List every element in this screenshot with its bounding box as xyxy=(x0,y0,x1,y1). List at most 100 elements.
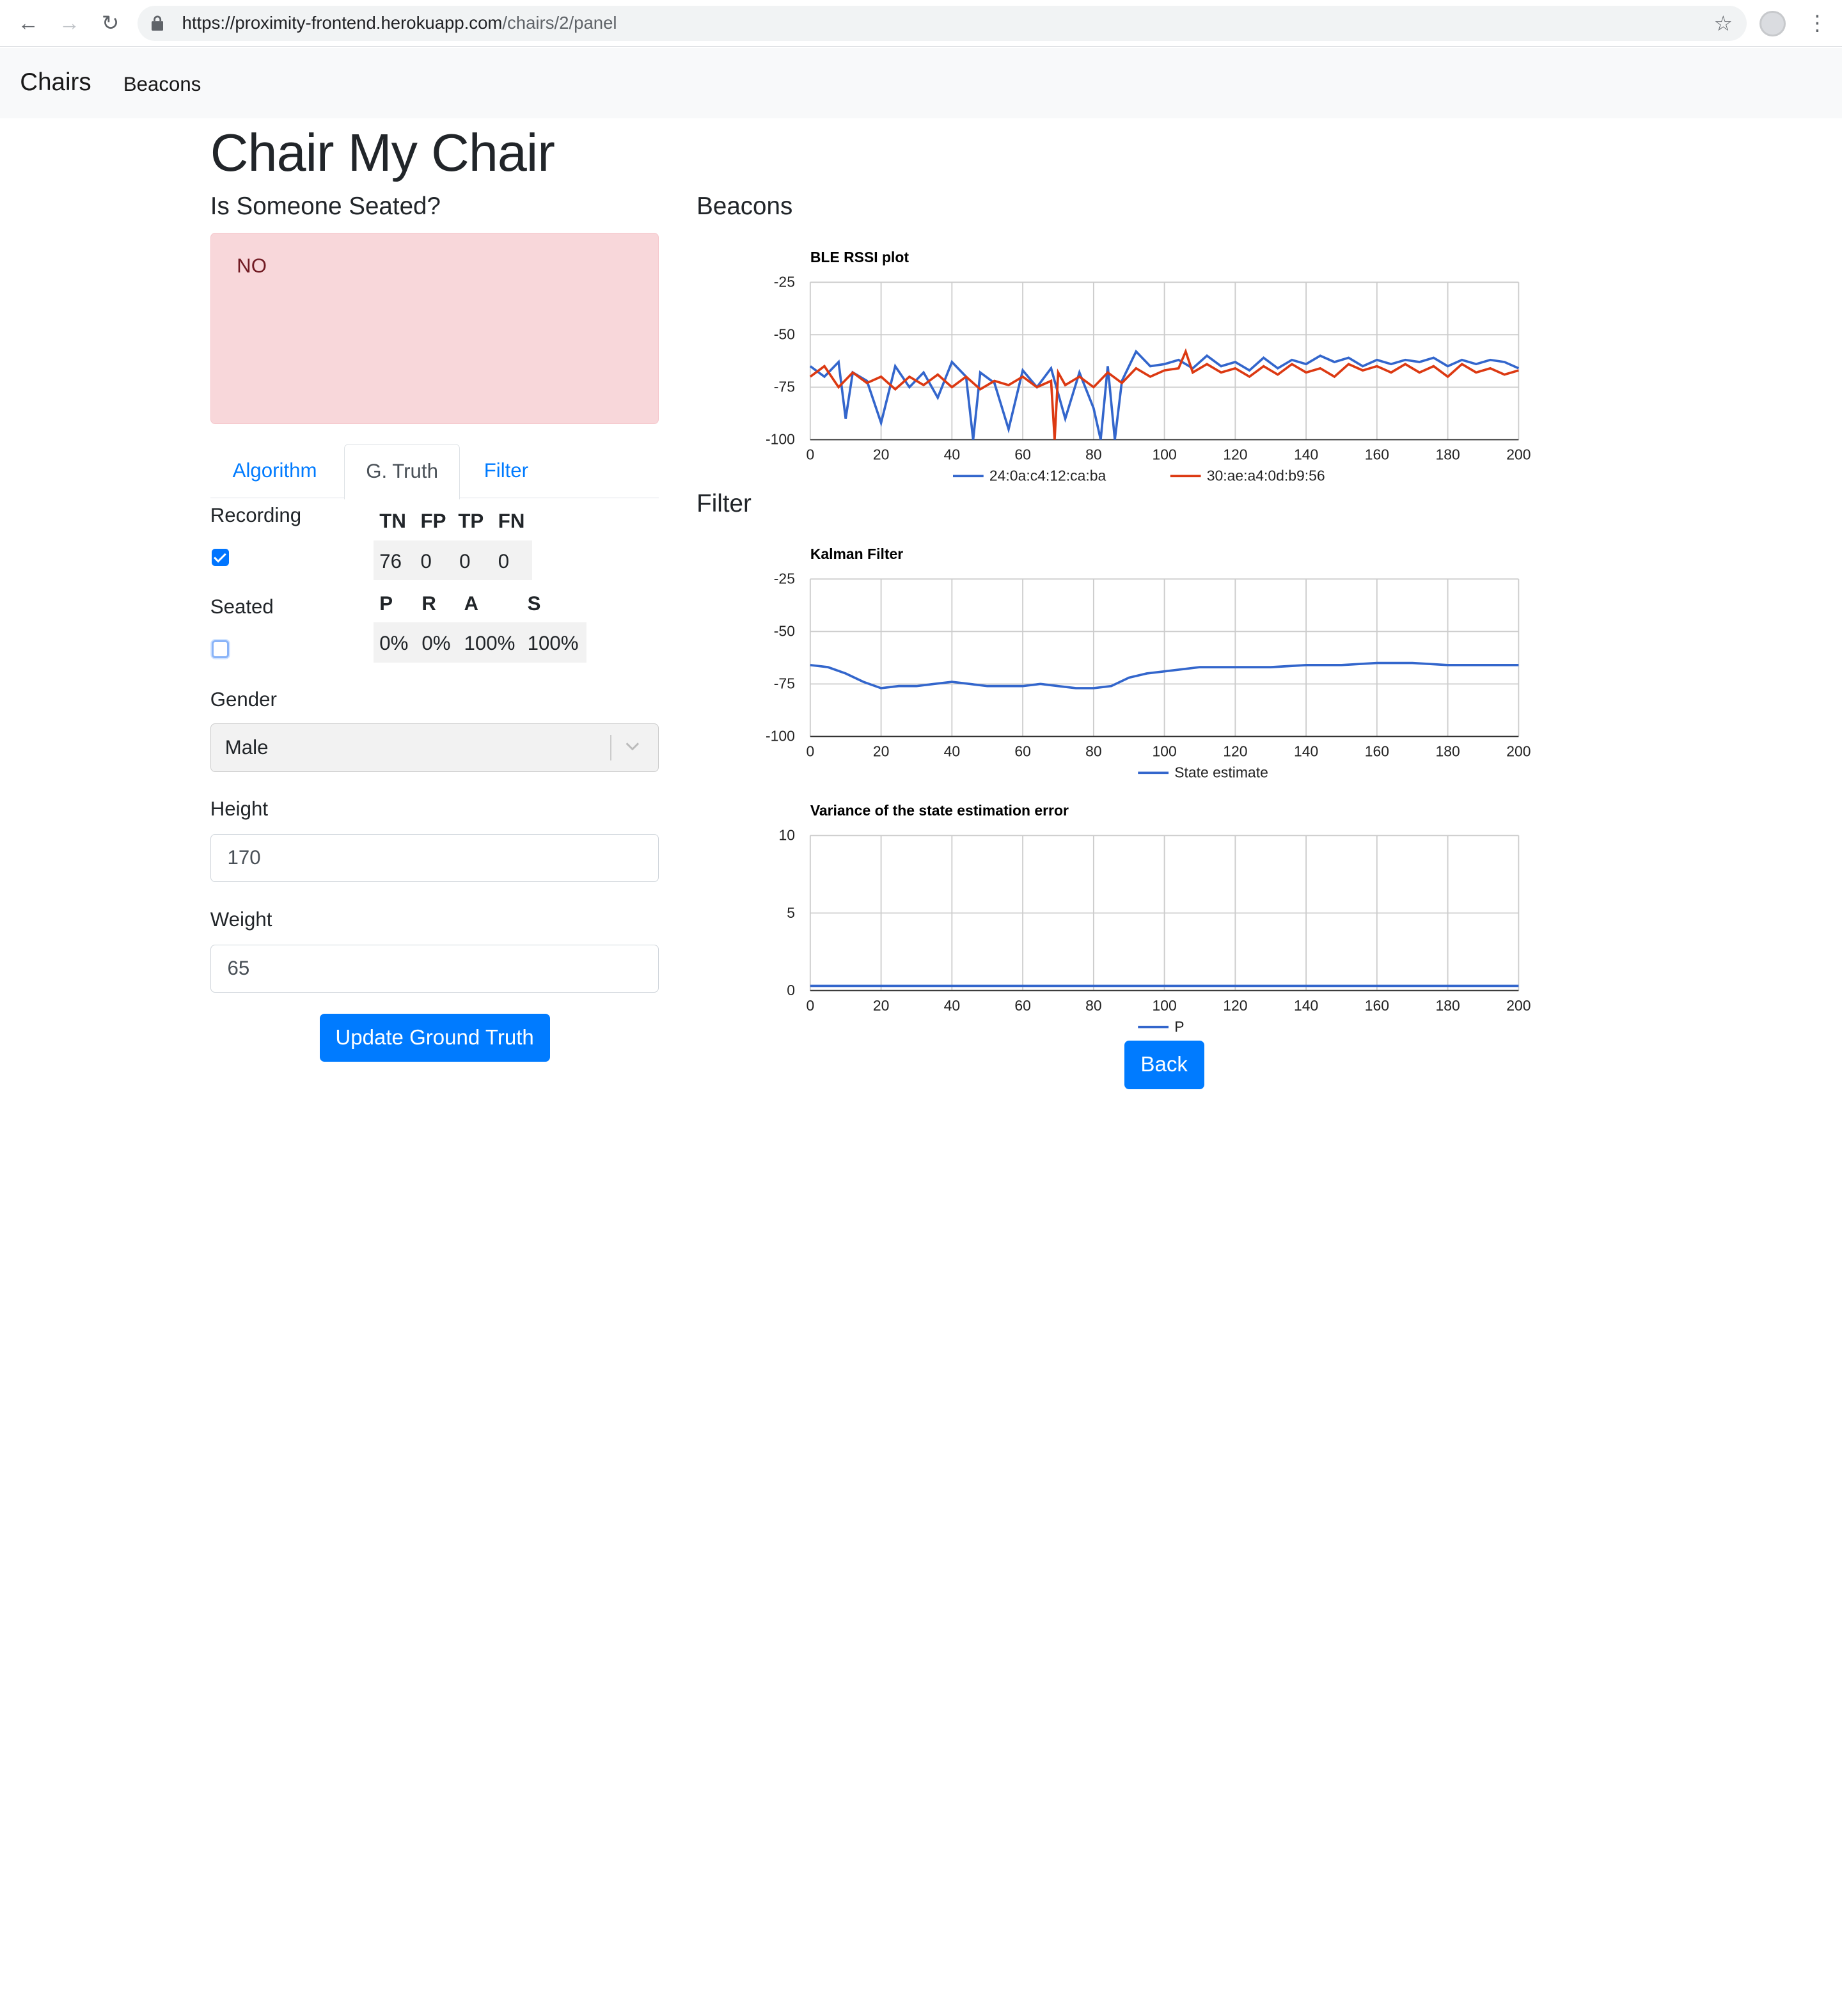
x-tick-label: 80 xyxy=(1086,743,1103,760)
chart-title: Variance of the state estimation error xyxy=(810,802,1069,819)
legend-label-2: 30:ae:a4:0d:b9:56 xyxy=(1207,467,1325,484)
back-button[interactable]: Back xyxy=(1124,1041,1204,1089)
y-tick-label: 10 xyxy=(779,826,796,843)
tab-ground-truth[interactable]: G. Truth xyxy=(344,444,460,500)
x-tick-label: 120 xyxy=(1224,446,1248,462)
recording-label: Recording xyxy=(210,503,302,526)
height-input[interactable]: 170 xyxy=(210,834,659,883)
panel-tabs: Algorithm G. Truth Filter xyxy=(210,444,659,500)
legend-label-1: P xyxy=(1175,1018,1185,1035)
x-tick-label: 120 xyxy=(1224,997,1248,1014)
profile-avatar-icon[interactable] xyxy=(1759,10,1786,36)
gender-select[interactable]: Male xyxy=(210,723,659,772)
legend-label-1: 24:0a:c4:12:ca:ba xyxy=(989,467,1106,484)
stat-value-s: 100% xyxy=(527,632,579,655)
seated-checkbox[interactable] xyxy=(211,640,230,658)
x-tick-label: 200 xyxy=(1507,997,1531,1014)
x-tick-label: 200 xyxy=(1507,446,1531,462)
x-tick-label: 0 xyxy=(807,446,815,462)
stat-value-p: 0% xyxy=(379,632,409,655)
weight-input-value: 65 xyxy=(227,957,250,980)
x-tick-label: 180 xyxy=(1436,446,1460,462)
recording-checkbox[interactable] xyxy=(211,548,230,567)
app-navbar: Chairs Beacons xyxy=(0,48,1842,119)
url-host: https://proximity-frontend.herokuapp.com xyxy=(182,13,503,33)
nav-link-beacons[interactable]: Beacons xyxy=(123,72,201,95)
update-ground-truth-button[interactable]: Update Ground Truth xyxy=(319,1014,550,1062)
y-tick-label: -25 xyxy=(774,571,795,587)
forward-arrow-icon[interactable]: → xyxy=(58,11,80,35)
x-tick-label: 160 xyxy=(1365,743,1389,760)
x-tick-label: 100 xyxy=(1153,743,1177,760)
y-tick-label: -100 xyxy=(766,430,796,447)
stat-value-tp: 0 xyxy=(459,549,471,572)
stat-value-fn: 0 xyxy=(498,549,510,572)
x-tick-label: 160 xyxy=(1365,446,1389,462)
stat-value-tn: 76 xyxy=(379,549,402,572)
reload-icon[interactable]: ↻ xyxy=(101,11,120,35)
series-line-2 xyxy=(810,347,1520,440)
navbar-brand[interactable]: Chairs xyxy=(20,68,91,96)
height-label: Height xyxy=(210,798,269,821)
x-tick-label: 180 xyxy=(1436,743,1460,760)
legend-label-1: State estimate xyxy=(1175,764,1269,781)
stat-header-s: S xyxy=(527,592,541,615)
y-tick-label: 5 xyxy=(787,904,796,920)
x-tick-label: 200 xyxy=(1507,743,1531,760)
back-arrow-icon[interactable]: ← xyxy=(17,11,39,35)
stat-header-fp: FP xyxy=(420,510,446,533)
stat-header-r: R xyxy=(421,592,436,615)
y-tick-label: -100 xyxy=(766,728,796,744)
x-tick-label: 20 xyxy=(873,446,890,462)
address-bar[interactable]: https://proximity-frontend.herokuapp.com… xyxy=(137,6,1747,42)
x-tick-label: 100 xyxy=(1153,446,1177,462)
series-line-1 xyxy=(810,349,1520,440)
gender-label: Gender xyxy=(210,688,277,711)
x-tick-label: 20 xyxy=(873,997,890,1014)
x-tick-label: 180 xyxy=(1436,997,1460,1014)
x-tick-label: 80 xyxy=(1086,997,1103,1014)
stat-value-r: 0% xyxy=(421,632,451,655)
x-tick-label: 140 xyxy=(1294,446,1318,462)
y-tick-label: 0 xyxy=(787,982,796,998)
seated-label: Seated xyxy=(210,595,274,618)
chart-title: BLE RSSI plot xyxy=(810,249,909,265)
stat-header-tn: TN xyxy=(379,510,406,533)
stats-row-counts: 76 0 0 0 xyxy=(374,540,533,581)
stat-value-fp: 0 xyxy=(420,549,432,572)
series-line-1 xyxy=(810,661,1519,690)
weight-label: Weight xyxy=(210,908,272,931)
bookmark-star-icon[interactable]: ☆ xyxy=(1713,12,1733,36)
chevron-down-icon[interactable] xyxy=(624,737,641,754)
kalman-filter-chart: Kalman Filter 0 20 40 60 80 100 120 140 160 180 200… xyxy=(766,546,1531,781)
tab-filter[interactable]: Filter xyxy=(484,459,529,482)
beacons-heading: Beacons xyxy=(697,193,793,221)
y-tick-label: -75 xyxy=(774,675,795,692)
stat-header-a: A xyxy=(464,592,479,615)
x-tick-label: 40 xyxy=(944,743,961,760)
stat-header-fn: FN xyxy=(498,510,525,533)
ble-rssi-chart: BLE RSSI plot 0 20 40 60 80 100 120 140 160 180 200… xyxy=(766,249,1531,484)
x-tick-label: 80 xyxy=(1086,446,1103,462)
lock-icon xyxy=(151,15,164,31)
x-tick-label: 20 xyxy=(873,743,890,760)
menu-kebab-icon[interactable]: ⋮ xyxy=(1806,11,1828,35)
y-tick-label: -50 xyxy=(774,623,795,640)
weight-input[interactable]: 65 xyxy=(210,944,659,993)
x-tick-label: 140 xyxy=(1294,743,1318,760)
chart-title: Kalman Filter xyxy=(810,546,903,562)
y-tick-label: -50 xyxy=(774,326,795,342)
x-tick-label: 160 xyxy=(1365,997,1389,1014)
x-tick-label: 60 xyxy=(1015,997,1032,1014)
url-text: https://proximity-frontend.herokuapp.com… xyxy=(182,13,617,33)
y-tick-label: -25 xyxy=(774,273,795,290)
tab-algorithm[interactable]: Algorithm xyxy=(232,459,317,482)
stat-header-p: P xyxy=(379,592,393,615)
y-tick-label: -75 xyxy=(774,378,795,395)
height-input-value: 170 xyxy=(227,846,261,869)
seated-heading: Is Someone Seated? xyxy=(210,193,441,221)
x-tick-label: 140 xyxy=(1294,997,1318,1014)
x-tick-label: 100 xyxy=(1153,997,1177,1014)
x-tick-label: 60 xyxy=(1015,743,1032,760)
gender-select-value: Male xyxy=(224,736,269,759)
